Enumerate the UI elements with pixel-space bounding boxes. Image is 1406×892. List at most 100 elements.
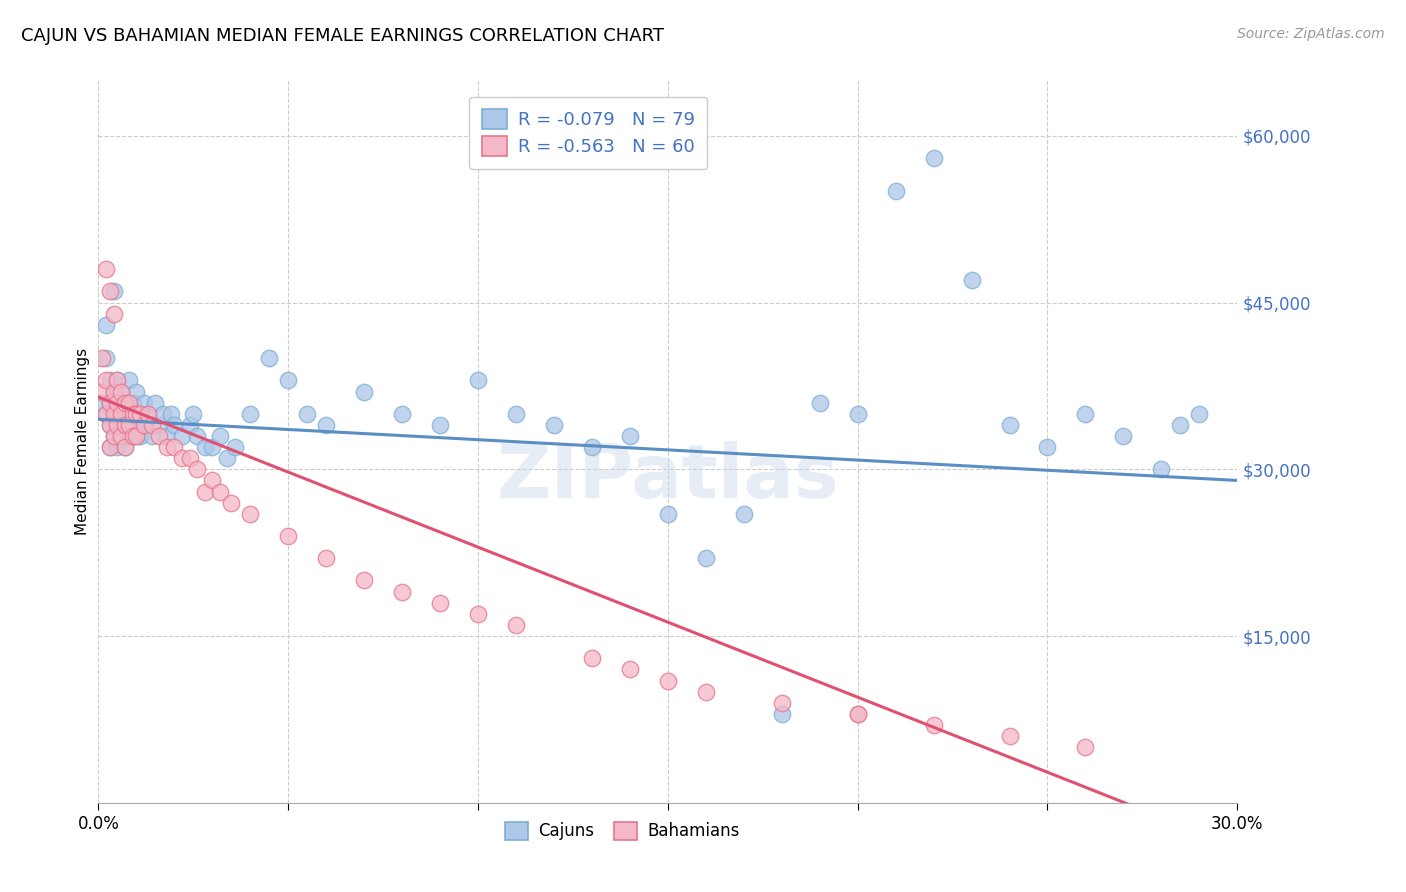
Point xyxy=(107,373,129,387)
Point xyxy=(159,407,181,421)
Point xyxy=(998,729,1021,743)
Point xyxy=(118,407,141,421)
Point xyxy=(121,417,143,432)
Point xyxy=(118,395,141,409)
Point xyxy=(103,384,125,399)
Point xyxy=(114,440,136,454)
Point xyxy=(619,662,641,676)
Point xyxy=(179,417,201,432)
Point xyxy=(148,417,170,432)
Point xyxy=(125,407,148,421)
Point xyxy=(1150,462,1173,476)
Point xyxy=(148,429,170,443)
Point xyxy=(110,384,132,399)
Point xyxy=(98,373,121,387)
Point xyxy=(353,574,375,588)
Point xyxy=(136,407,159,421)
Point xyxy=(353,384,375,399)
Point xyxy=(91,384,114,399)
Point xyxy=(657,507,679,521)
Point xyxy=(922,718,945,732)
Point xyxy=(505,407,527,421)
Point xyxy=(217,451,239,466)
Point xyxy=(179,451,201,466)
Point xyxy=(103,384,125,399)
Point xyxy=(315,417,337,432)
Point xyxy=(110,407,132,421)
Point xyxy=(960,273,983,287)
Point xyxy=(239,407,262,421)
Point xyxy=(183,407,205,421)
Point xyxy=(94,373,117,387)
Point xyxy=(129,407,152,421)
Point xyxy=(170,429,193,443)
Point xyxy=(1170,417,1192,432)
Point xyxy=(125,429,148,443)
Point xyxy=(277,529,299,543)
Point xyxy=(505,618,527,632)
Point xyxy=(110,429,132,443)
Point xyxy=(922,151,945,165)
Point xyxy=(114,395,136,409)
Point xyxy=(107,395,129,409)
Point xyxy=(91,351,114,366)
Point xyxy=(543,417,565,432)
Point xyxy=(1074,740,1097,755)
Point xyxy=(239,507,262,521)
Point xyxy=(98,285,121,299)
Point xyxy=(156,429,179,443)
Point xyxy=(201,474,224,488)
Point xyxy=(156,440,179,454)
Point xyxy=(619,429,641,443)
Point xyxy=(107,417,129,432)
Point xyxy=(118,373,141,387)
Point xyxy=(224,440,246,454)
Point xyxy=(125,384,148,399)
Point xyxy=(1036,440,1059,454)
Point xyxy=(1112,429,1135,443)
Point xyxy=(114,440,136,454)
Point xyxy=(145,395,167,409)
Point xyxy=(208,484,231,499)
Point xyxy=(808,395,831,409)
Point xyxy=(121,395,143,409)
Point xyxy=(429,596,451,610)
Point xyxy=(103,407,125,421)
Point xyxy=(186,462,208,476)
Point xyxy=(98,395,121,409)
Point xyxy=(110,407,132,421)
Point xyxy=(429,417,451,432)
Point xyxy=(277,373,299,387)
Point xyxy=(94,262,117,277)
Point xyxy=(846,706,869,721)
Point xyxy=(1074,407,1097,421)
Point xyxy=(259,351,281,366)
Point xyxy=(467,607,489,621)
Point xyxy=(695,551,717,566)
Point xyxy=(208,429,231,443)
Y-axis label: Median Female Earnings: Median Female Earnings xyxy=(75,348,90,535)
Point xyxy=(103,407,125,421)
Point xyxy=(132,417,155,432)
Point xyxy=(94,407,117,421)
Point xyxy=(129,429,152,443)
Point xyxy=(391,584,413,599)
Point xyxy=(110,384,132,399)
Point xyxy=(194,440,217,454)
Legend: Cajuns, Bahamians: Cajuns, Bahamians xyxy=(496,814,748,848)
Point xyxy=(129,407,152,421)
Point xyxy=(103,429,125,443)
Point xyxy=(94,318,117,332)
Point xyxy=(391,407,413,421)
Point xyxy=(581,440,603,454)
Text: ZIPatlas: ZIPatlas xyxy=(496,442,839,514)
Point xyxy=(163,417,186,432)
Point xyxy=(733,507,755,521)
Point xyxy=(110,429,132,443)
Point xyxy=(581,651,603,665)
Point xyxy=(125,429,148,443)
Point xyxy=(98,395,121,409)
Point xyxy=(163,440,186,454)
Point xyxy=(94,351,117,366)
Point xyxy=(136,407,159,421)
